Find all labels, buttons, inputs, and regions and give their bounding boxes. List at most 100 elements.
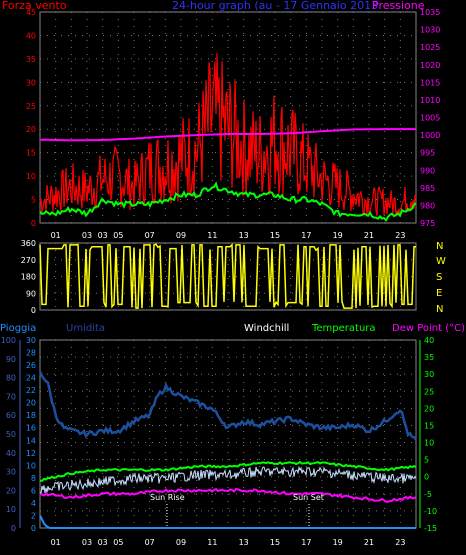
humidity-y-tick: 90 [6, 355, 16, 364]
direction-y-tick: 270 [21, 256, 36, 265]
humidity-y-tick: 20 [6, 486, 16, 495]
temperature-title: Temperatura [311, 323, 376, 334]
pressure-y-tick: 1015 [420, 78, 440, 87]
pressure-y-tick: 975 [420, 219, 435, 228]
dewpoint-title: Dew Point (°C) [392, 323, 465, 334]
sunset-label: Sun Set [293, 493, 324, 502]
compass-s: S [436, 272, 442, 283]
humidity-y-tick: 70 [6, 392, 16, 401]
wind-y-tick: 25 [26, 102, 36, 111]
wind-x-tick: 05 [113, 231, 123, 240]
temp-x-tick: 13 [239, 538, 249, 547]
chart-title: 24-hour graph (au - 17 Gennaio 2013 [172, 0, 378, 12]
temp-y-tick: 30 [424, 370, 434, 379]
wind-y-tick: 35 [26, 55, 36, 64]
wind-avg-line [39, 181, 417, 223]
pressure-y-tick: 1000 [420, 131, 440, 140]
temp-x-tick: 01 [51, 538, 61, 547]
humidity-y-tick: 40 [6, 449, 16, 458]
temperature-line [40, 460, 417, 482]
pressure-y-tick: 1010 [420, 96, 440, 105]
direction-line [39, 243, 416, 309]
wind-title: Forza vento [2, 0, 67, 12]
rain-y-tick: 0 [31, 524, 36, 533]
rain-y-tick: 24 [26, 374, 36, 383]
humidity-y-tick: 30 [6, 468, 16, 477]
dewpoint-line [39, 487, 417, 503]
wind-y-tick: 0 [31, 219, 36, 228]
pressure-y-tick: 1025 [420, 43, 440, 52]
wind-x-tick: 09 [176, 231, 186, 240]
rain-line [39, 515, 416, 529]
wind-x-tick: 11 [207, 231, 217, 240]
temp-x-tick: 07 [145, 538, 155, 547]
pressure-y-tick: 995 [420, 149, 435, 158]
wind-x-tick: 13 [239, 231, 249, 240]
wind-y-tick: 10 [26, 172, 36, 181]
compass-n-top: N [436, 241, 443, 252]
rain-y-tick: 18 [26, 411, 36, 420]
temp-y-tick: -10 [424, 507, 437, 516]
sunrise-label: Sun Rise [150, 493, 185, 502]
pressure-y-tick: 1030 [420, 26, 440, 35]
temp-x-tick: 15 [270, 538, 280, 547]
pressure-y-tick: 1020 [420, 61, 440, 70]
temp-y-tick: 25 [424, 387, 434, 396]
pressure-title: Pressione [372, 0, 425, 12]
direction-y-tick: 0 [31, 306, 36, 315]
wind-y-tick: 20 [26, 125, 36, 134]
wind-y-tick: 30 [26, 78, 36, 87]
rain-y-tick: 10 [26, 461, 36, 470]
temp-x-tick: 03 [82, 538, 92, 547]
humidity-title: Umidita [66, 323, 105, 334]
wind-x-tick: 07 [145, 231, 155, 240]
rain-y-tick: 30 [26, 336, 36, 345]
rain-title: Pioggia [0, 323, 36, 334]
rain-y-tick: 28 [26, 349, 36, 358]
wind-speed-line [39, 53, 417, 217]
pressure-y-tick: 980 [420, 201, 435, 210]
temp-x-tick: 03 [98, 538, 108, 547]
temp-x-tick: 11 [207, 538, 217, 547]
humidity-y-tick: 60 [6, 411, 16, 420]
wind-x-tick: 23 [395, 231, 405, 240]
wind-x-tick: 19 [333, 231, 343, 240]
rain-y-tick: 4 [31, 499, 36, 508]
windchill-line [39, 465, 417, 495]
temp-y-tick: -5 [424, 490, 432, 499]
pressure-y-tick: 985 [420, 184, 435, 193]
temp-y-tick: 0 [424, 473, 429, 482]
rain-y-tick: 6 [31, 486, 36, 495]
temp-x-tick: 19 [333, 538, 343, 547]
direction-y-tick: 180 [21, 273, 36, 282]
pressure-y-tick: 1035 [420, 8, 440, 17]
direction-y-tick: 90 [26, 289, 36, 298]
wind-x-tick: 21 [364, 231, 374, 240]
temp-x-tick: 05 [113, 538, 123, 547]
rain-y-tick: 22 [26, 386, 36, 395]
wind-x-tick: 15 [270, 231, 280, 240]
humidity-y-tick: 0 [11, 524, 16, 533]
temp-x-tick: 17 [301, 538, 311, 547]
temp-y-tick: 15 [424, 421, 434, 430]
pressure-y-tick: 990 [420, 166, 435, 175]
temp-y-tick: 10 [424, 439, 434, 448]
temp-y-tick: -15 [424, 524, 437, 533]
rain-y-tick: 2 [31, 511, 36, 520]
rain-y-tick: 14 [26, 436, 36, 445]
wind-y-tick: 5 [31, 196, 36, 205]
temp-x-tick: 21 [364, 538, 374, 547]
pressure-line [40, 128, 416, 142]
rain-y-tick: 8 [31, 474, 36, 483]
humidity-y-tick: 50 [6, 430, 16, 439]
wind-y-tick: 15 [26, 149, 36, 158]
compass-e: E [436, 288, 442, 299]
temp-y-tick: 5 [424, 456, 429, 465]
temp-y-tick: 40 [424, 336, 434, 345]
humidity-y-tick: 80 [6, 374, 16, 383]
temp-x-tick: 23 [395, 538, 405, 547]
temp-x-tick: 09 [176, 538, 186, 547]
humidity-line [38, 370, 417, 441]
humidity-y-tick: 100 [1, 336, 16, 345]
